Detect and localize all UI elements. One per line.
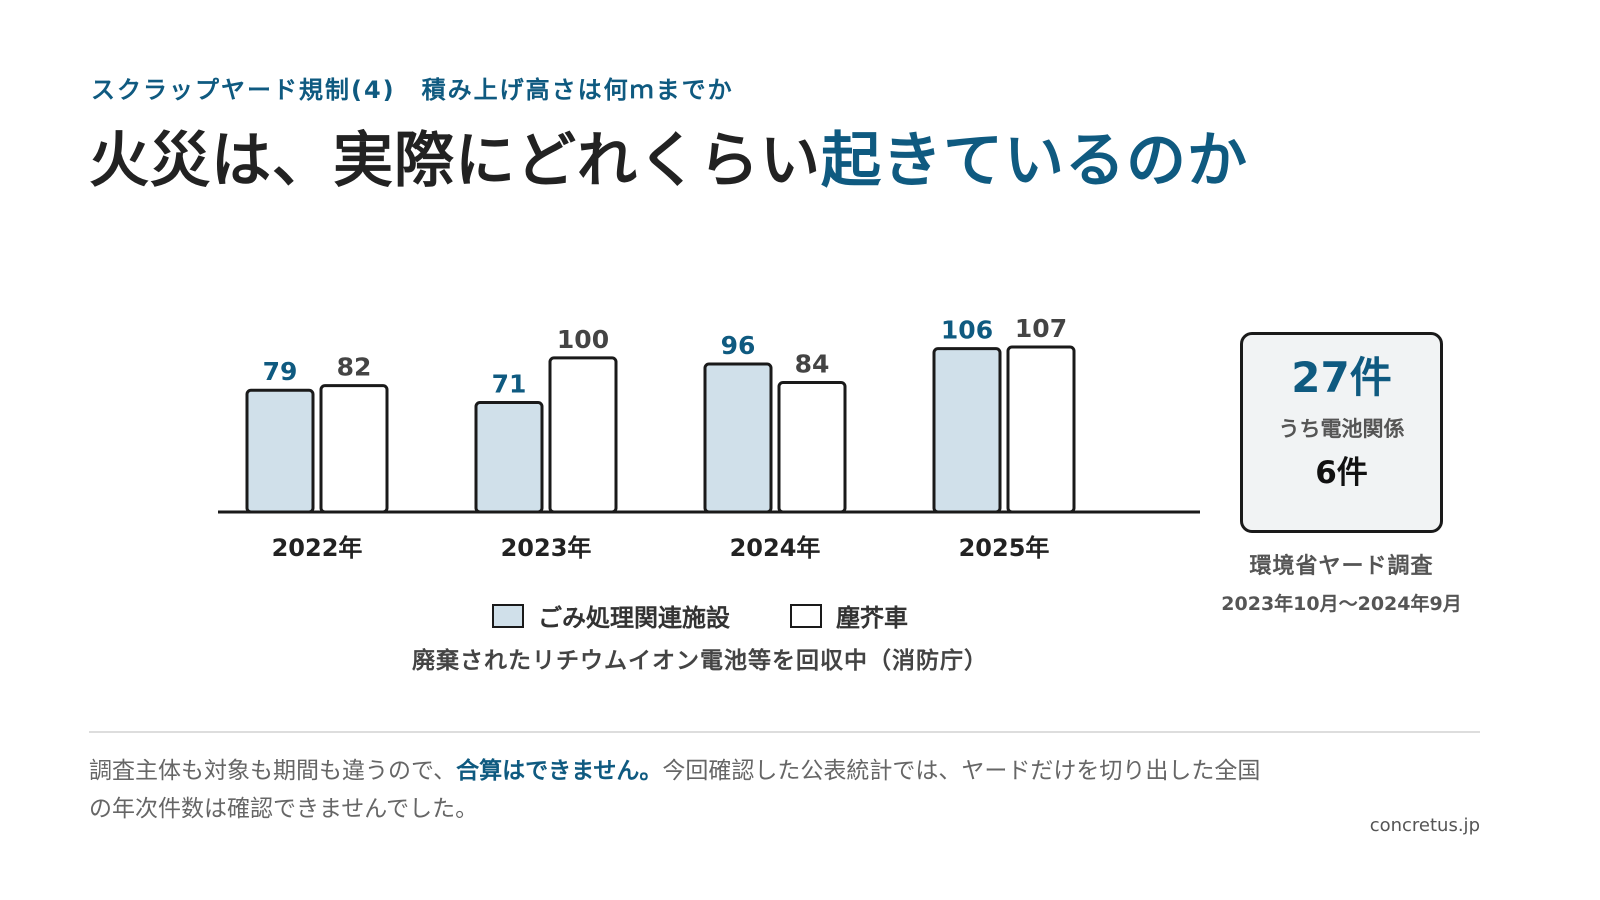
data-label-s1-3: 106 [941,316,993,345]
bar-s2-1 [548,356,618,514]
data-label-s1-1: 71 [492,370,527,399]
title-part2-accent: 起きているのか [821,126,1248,196]
stat-sub-label: うち電池関係 [1278,417,1405,442]
stat-period: 2023年10月～2024年9月 [1221,593,1462,615]
x-tick-label-3: 2025年 [959,534,1050,562]
stat-source: 環境省ヤード調査 [1249,554,1434,579]
legend-label-series1: ごみ処理関連施設 [538,604,730,632]
data-label-s2-2: 84 [795,350,830,379]
data-label-s1-2: 96 [721,331,756,360]
legend-item-series1: ごみ処理関連施設 [492,598,730,633]
legend-swatch-series1 [492,603,524,628]
bar-s2-3 [1006,345,1076,514]
bar-s2-2 [777,381,847,514]
data-label-s2-3: 107 [1015,314,1067,343]
stat-box: 27件 うち電池関係 6件 [1240,332,1443,533]
bar-s1-1 [474,401,544,514]
bar-s1-3 [932,347,1002,514]
x-tick-label-0: 2022年 [272,534,363,562]
footer-divider [89,731,1480,733]
legend-item-series2: 塵芥車 [790,598,908,633]
slide-subtitle: スクラップヤード規制(4) 積み上げ高さは何ｍまでか [91,76,734,104]
footer-emphasis: 合算はできません。 [456,758,663,784]
data-label-s2-1: 100 [557,325,609,354]
chart-legend: ごみ処理関連施設 塵芥車 [0,598,1400,633]
stat-sub-count: 6件 [1315,455,1368,492]
bar-s2-0 [319,384,389,514]
bar-s1-0 [245,388,315,514]
chart-note: 廃棄されたリチウムイオン電池等を回収中（消防庁） [412,648,988,674]
bar-chart: 79 82 2022年 71 100 2023年 96 84 2024年 106 107 2025年 [218,314,1200,562]
x-tick-label-1: 2023年 [501,534,592,562]
title-part1: 火災は、実際にどれくらい [89,126,821,196]
footer-text1: 調査主体も対象も期間も違うので、 [89,758,457,784]
footer-note: 調査主体も対象も期間も違うので、合算はできません。今回確認した公表統計では、ヤー… [89,752,1269,828]
data-label-s2-0: 82 [337,353,372,382]
site-credit: concretus.jp [1369,815,1480,836]
data-label-s1-0: 79 [263,357,298,386]
slide-title: 火災は、実際にどれくらい起きているのか [89,128,1248,194]
stat-total: 27件 [1291,353,1392,402]
bar-s1-2 [703,362,773,514]
legend-label-series2: 塵芥車 [836,604,908,632]
x-tick-label-2: 2024年 [730,534,821,562]
legend-swatch-series2 [790,603,822,628]
footer-text2: 今回確認した公表統計では、ヤードだけを切り出した全国の年次件数は確認できませんで… [89,758,1261,822]
